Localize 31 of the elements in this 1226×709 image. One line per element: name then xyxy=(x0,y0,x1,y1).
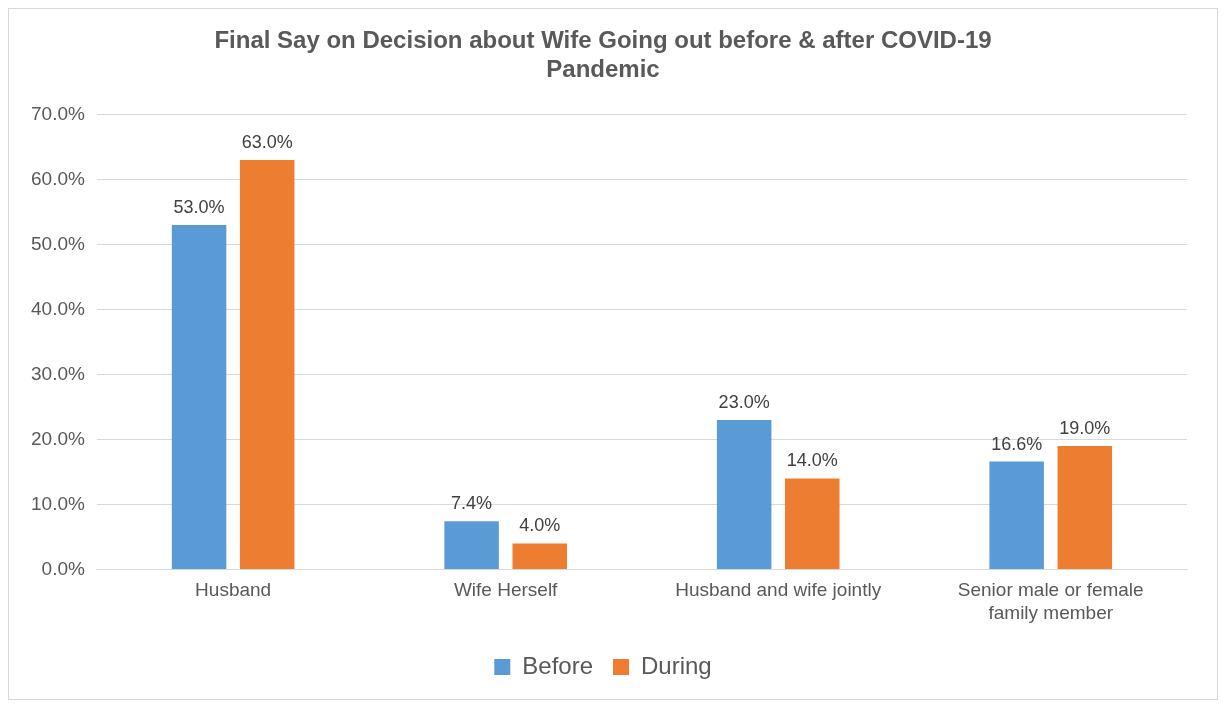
y-tick-label: 70.0% xyxy=(31,102,85,124)
y-tick-label: 10.0% xyxy=(31,492,85,514)
y-tick-label: 0.0% xyxy=(41,557,85,579)
x-tick-label: Wife Herself xyxy=(453,579,559,601)
y-tick-label: 20.0% xyxy=(31,427,85,449)
data-label: 4.0% xyxy=(519,515,561,536)
data-label: 63.0% xyxy=(241,132,293,153)
legend-label: During xyxy=(641,651,712,679)
y-tick-label: 50.0% xyxy=(31,232,85,254)
data-label: 16.6% xyxy=(991,433,1043,454)
bar xyxy=(989,461,1044,569)
legend-label: Before xyxy=(522,651,594,679)
y-tick-label: 30.0% xyxy=(31,362,85,384)
data-label: 14.0% xyxy=(786,450,838,471)
data-label: 19.0% xyxy=(1059,417,1111,438)
data-label: 53.0% xyxy=(173,197,225,218)
bar xyxy=(171,225,227,569)
bar xyxy=(1057,445,1113,569)
bar xyxy=(716,419,772,569)
x-tick-label: Husband and wife jointly xyxy=(675,579,882,601)
x-tick-label: Husband xyxy=(195,579,272,601)
y-tick-label: 40.0% xyxy=(31,297,85,319)
bar xyxy=(239,160,295,569)
chart-title: Final Say on Decision about Wife Going out before & after COVID-19 Pandemic xyxy=(214,26,992,82)
data-label: 23.0% xyxy=(718,391,770,412)
bar xyxy=(785,478,840,569)
x-tick-label: Senior male or female family member xyxy=(957,579,1144,623)
bar xyxy=(444,521,499,569)
bar xyxy=(512,543,567,569)
y-tick-label: 60.0% xyxy=(31,167,85,189)
data-label: 7.4% xyxy=(451,493,493,514)
